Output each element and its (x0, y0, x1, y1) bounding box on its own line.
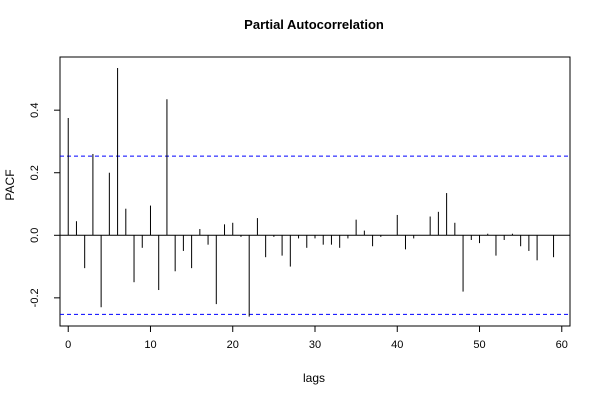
y-tick-label: 0.0 (29, 228, 41, 243)
x-tick-label: 30 (309, 339, 321, 351)
y-tick-label: 0.2 (29, 165, 41, 180)
x-axis-label: lags (303, 371, 325, 385)
y-axis-label: PACF (3, 169, 17, 200)
x-tick-label: 10 (144, 339, 156, 351)
x-tick-label: 0 (65, 339, 71, 351)
pacf-bars (67, 67, 555, 317)
x-tick-label: 50 (473, 339, 485, 351)
x-tick-label: 60 (556, 339, 568, 351)
x-tick-label: 40 (391, 339, 403, 351)
y-tick-label: 0.4 (29, 103, 41, 118)
chart-title: Partial Autocorrelation (244, 17, 384, 32)
y-tick-label: -0.2 (29, 288, 41, 307)
plot-frame (59, 56, 571, 327)
x-axis: 0 10 20 30 40 50 60 (65, 326, 568, 351)
x-tick-label: 20 (227, 339, 239, 351)
y-axis: -0.2 0.0 0.2 0.4 (29, 103, 60, 307)
